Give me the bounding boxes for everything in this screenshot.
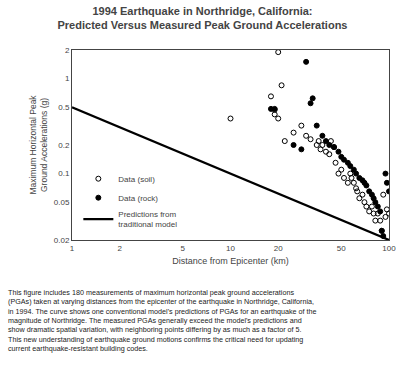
svg-text:20: 20: [274, 244, 283, 253]
svg-text:This figure includes 180 measu: This figure includes 180 measurements of…: [8, 288, 317, 353]
svg-text:5: 5: [181, 244, 186, 253]
svg-text:Distance from Epicenter (km): Distance from Epicenter (km): [172, 256, 289, 266]
svg-text:Data (soil): Data (soil): [118, 175, 155, 184]
svg-text:2: 2: [65, 46, 70, 55]
svg-text:0.2: 0.2: [58, 141, 70, 150]
svg-text:1: 1: [70, 244, 75, 253]
svg-text:0.05: 0.05: [54, 198, 70, 207]
svg-text:10: 10: [226, 244, 235, 253]
svg-text:Predictions fromtraditional mo: Predictions fromtraditional model: [118, 210, 177, 229]
svg-text:1: 1: [65, 74, 70, 83]
svg-text:50: 50: [337, 244, 346, 253]
svg-text:0.02: 0.02: [54, 236, 70, 245]
svg-text:2: 2: [117, 244, 122, 253]
svg-text:0.1: 0.1: [58, 169, 70, 178]
svg-text:100: 100: [382, 244, 396, 253]
svg-text:Data (rock): Data (rock): [118, 194, 158, 203]
svg-text:Maximum Horizontal PeakGround: Maximum Horizontal PeakGround Accelerati…: [28, 95, 49, 195]
svg-text:1994 Earthquake in Northridge,: 1994 Earthquake in Northridge, Californi…: [58, 5, 348, 31]
svg-text:0.5: 0.5: [58, 103, 70, 112]
